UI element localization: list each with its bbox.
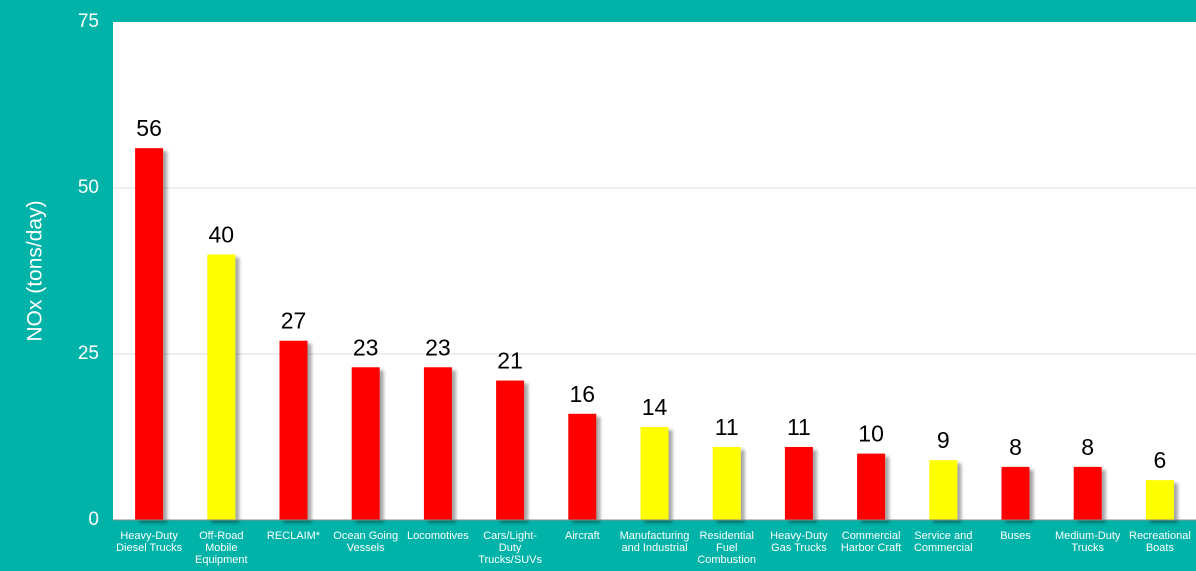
bar [496, 380, 525, 520]
x-tick-label: Ocean Going Vessels [333, 530, 399, 554]
bar [1145, 480, 1174, 520]
value-label: 16 [570, 381, 596, 407]
x-tick-label: Service and Commercial [913, 530, 973, 554]
x-tick-label: Residential Fuel Combustion [697, 530, 757, 566]
bar [929, 460, 958, 520]
value-label: 14 [642, 394, 668, 420]
value-label: 11 [787, 414, 811, 440]
y-tick-label: 25 [78, 343, 99, 364]
x-tick-label: Recreational Boats [1129, 530, 1191, 554]
x-tick-label: Cars/Light-Duty Trucks/SUVs [478, 530, 542, 566]
bar [351, 367, 380, 520]
value-label: 40 [209, 221, 235, 247]
x-tick-label: Heavy-Duty Gas Trucks [770, 530, 828, 554]
bar [207, 254, 236, 520]
bar [423, 367, 452, 520]
x-tick-label: Manufacturing and Industrial [619, 530, 690, 554]
bar [1073, 466, 1102, 520]
y-tick-label: 50 [78, 177, 99, 198]
x-tick-label: Commercial Harbor Craft [840, 530, 902, 554]
value-label: 21 [497, 348, 523, 374]
x-tick-label: Aircraft [564, 530, 600, 542]
y-tick-label: 75 [78, 11, 99, 32]
x-tick-label: Off-Road Mobile Equipment [195, 530, 248, 566]
value-label: 23 [353, 334, 379, 360]
x-tick-label: RECLAIM* [266, 530, 321, 542]
bar [568, 413, 597, 520]
y-axis-title: NOx (tons/day) [24, 200, 47, 341]
value-label: 11 [715, 414, 739, 440]
x-tick-label: Heavy-Duty Diesel Trucks [116, 530, 183, 554]
y-tick-label: 0 [88, 509, 99, 530]
bar [1001, 466, 1030, 520]
value-label: 23 [425, 334, 451, 360]
value-label: 8 [1081, 434, 1094, 460]
x-tick-label: Locomotives [407, 530, 469, 542]
bar [857, 453, 886, 520]
x-tick-label: Buses [1000, 530, 1031, 542]
value-label: 10 [858, 421, 884, 447]
bar [135, 148, 164, 520]
bar [640, 427, 669, 520]
bar [784, 446, 813, 520]
x-tick-label: Medium-Duty Trucks [1054, 530, 1121, 554]
value-label: 6 [1154, 447, 1167, 473]
value-label: 8 [1009, 434, 1022, 460]
bar [712, 446, 741, 520]
value-label: 9 [937, 427, 950, 453]
bar [279, 340, 308, 520]
value-label: 27 [281, 308, 307, 334]
value-label: 56 [136, 115, 162, 141]
